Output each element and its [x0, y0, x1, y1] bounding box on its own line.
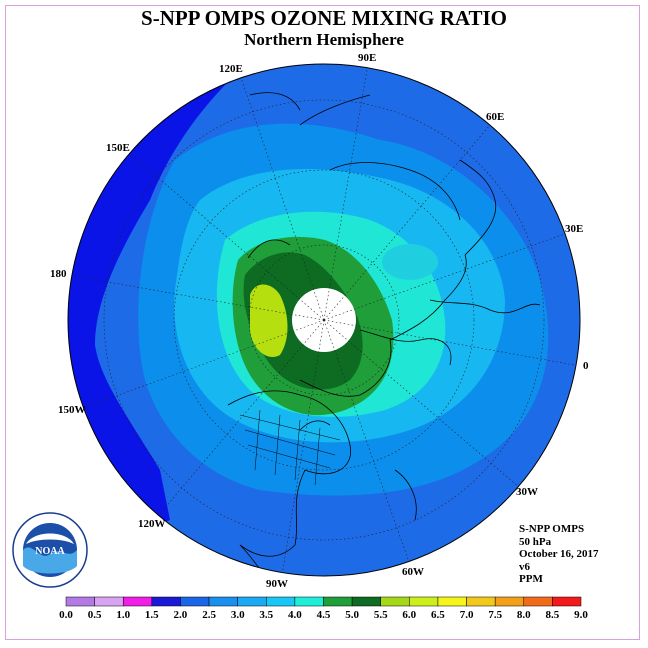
- colorbar-swatch: [208, 596, 238, 607]
- colorbar-tick-label: 2.5: [202, 609, 216, 621]
- colorbar-tick-label: 1.0: [116, 609, 131, 621]
- colorbar-swatch: [380, 596, 410, 607]
- lon-label-30e: 30E: [565, 223, 584, 235]
- colorbar-tick-label: 9.0: [574, 609, 588, 621]
- colorbar-tick-label: 0.5: [87, 609, 102, 621]
- colorbar-swatch: [351, 596, 381, 607]
- globe-outline: [67, 63, 581, 577]
- colorbar-tick-label: 3.0: [230, 609, 245, 621]
- colorbar-swatch: [237, 596, 267, 607]
- colorbar-swatch: [409, 596, 439, 607]
- ozone-field: [68, 64, 580, 576]
- info-level: 50 hPa: [519, 535, 552, 548]
- colorbar-swatch: [494, 596, 525, 607]
- colorbar-swatch: [122, 596, 153, 607]
- lon-label-150w: 150W: [58, 404, 86, 416]
- colorbar-swatch: [94, 596, 124, 607]
- colorbar-tick-label: 8.0: [516, 609, 531, 621]
- lon-label-60e: 60E: [486, 111, 505, 123]
- plot-frame: [5, 5, 640, 640]
- lon-label-90e: 90E: [358, 52, 377, 64]
- colorbar-tick-label: 8.5: [545, 609, 560, 621]
- noaa-logo: NOAA: [12, 512, 88, 588]
- colorbar-tick-label: 4.5: [316, 609, 331, 621]
- colorbar-tick-label: 5.0: [345, 609, 359, 621]
- colorbar-swatch: [65, 596, 95, 607]
- colorbar-swatch: [437, 596, 467, 607]
- lon-label-120w: 120W: [138, 518, 166, 530]
- colorbar-tick-label: 6.0: [402, 609, 417, 621]
- colorbar-tick-label: 3.5: [259, 609, 274, 621]
- lon-label-120e: 120E: [219, 63, 243, 75]
- state-borders: [239, 409, 341, 486]
- info-block: S-NPP OMPS 50 hPa October 16, 2017 v6 PP…: [519, 523, 599, 586]
- lon-label-90w: 90W: [266, 578, 288, 590]
- colorbar-swatch: [151, 596, 181, 607]
- colorbar-swatch: [323, 596, 353, 607]
- info-units: PPM: [519, 573, 543, 585]
- colorbar-swatch: [294, 596, 324, 607]
- colorbar-swatch: [552, 596, 582, 607]
- colorbar-tick-label: 2.0: [173, 609, 188, 621]
- ozone-band-5-0: [250, 284, 288, 358]
- colorbar-tick-label: 7.5: [488, 609, 503, 621]
- lon-label-30w: 30W: [516, 486, 538, 498]
- info-instrument: S-NPP OMPS: [519, 523, 585, 535]
- info-version: v6: [519, 560, 530, 573]
- info-date: October 16, 2017: [519, 548, 599, 560]
- colorbar-tick-label: 1.5: [144, 609, 159, 621]
- colorbar-tick-label: 5.5: [373, 609, 388, 621]
- colorbar-tick-label: 4.0: [288, 609, 302, 621]
- ozone-patch-3-5: [382, 244, 438, 280]
- colorbar-swatch: [466, 596, 496, 607]
- colorbar-swatch: [523, 596, 553, 607]
- colorbar-swatch: [266, 596, 296, 607]
- map-subtitle: Northern Hemisphere: [244, 30, 404, 49]
- lon-label-180: 180: [50, 268, 67, 280]
- colorbar-swatch: [180, 596, 210, 607]
- colorbar-tick-label: 7.0: [459, 609, 474, 621]
- lon-label-150e: 150E: [106, 142, 130, 154]
- colorbar-tick-label: 0.0: [59, 609, 73, 621]
- colorbar-tick-label: 6.5: [431, 609, 445, 621]
- ozone-band-1-5: [68, 80, 230, 560]
- noaa-logo-text: NOAA: [35, 546, 65, 557]
- map-title: S-NPP OMPS OZONE MIXING RATIO: [141, 6, 507, 30]
- lon-label-0: 0: [583, 360, 589, 372]
- graticule: [68, 64, 580, 576]
- lon-label-60w: 60W: [402, 566, 424, 578]
- colorbar: [65, 596, 582, 607]
